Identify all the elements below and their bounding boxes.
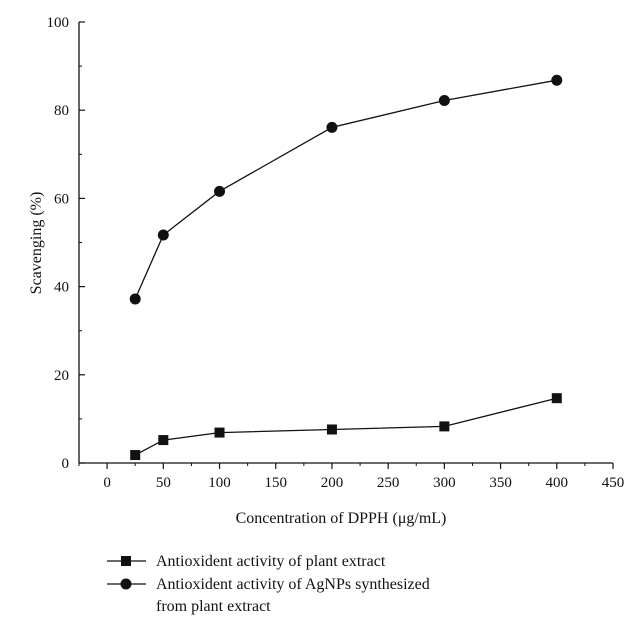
legend-item: Antioxident activity of plant extract <box>107 553 386 570</box>
y-tick-label: 60 <box>54 191 69 207</box>
x-tick-label: 200 <box>321 475 344 491</box>
x-tick-label: 50 <box>156 475 171 491</box>
data-point <box>130 450 141 461</box>
square-marker-icon <box>121 556 131 566</box>
x-tick-label: 450 <box>602 475 625 491</box>
y-tick-label: 100 <box>47 15 70 31</box>
x-tick-label: 0 <box>103 475 111 491</box>
legend-item: Antioxident activity of AgNPs synthesize… <box>107 576 430 615</box>
y-axis-title: Scavenging (%) <box>28 192 45 295</box>
x-axis-title: Concentration of DPPH (μg/mL) <box>236 510 447 527</box>
series-line <box>134 79 557 300</box>
data-point <box>129 293 141 305</box>
data-point <box>551 74 563 86</box>
y-ticks: 0 20 40 60 80 100 <box>47 15 85 472</box>
y-tick-label: 20 <box>54 368 69 384</box>
x-tick-label: 350 <box>489 475 512 491</box>
data-point <box>439 421 450 432</box>
data-point <box>551 393 562 404</box>
legend-label: from plant extract <box>156 598 271 615</box>
axes: 0 20 40 60 80 100 0 50 100 150 200 250 300 350 400 450 <box>47 15 625 491</box>
series-2 <box>129 74 563 305</box>
x-tick-label: 150 <box>264 475 287 491</box>
circle-marker-icon <box>120 578 132 590</box>
data-point <box>157 229 169 241</box>
x-tick-label: 250 <box>377 475 400 491</box>
data-point <box>326 424 337 435</box>
data-point <box>214 427 225 438</box>
data-point <box>326 121 338 133</box>
x-tick-label: 300 <box>433 475 456 491</box>
legend: Antioxident activity of plant extract Ant… <box>107 553 430 615</box>
y-tick-label: 0 <box>62 456 70 472</box>
data-point <box>214 185 226 197</box>
y-tick-label: 80 <box>54 103 69 119</box>
series-1 <box>130 393 562 461</box>
legend-label: Antioxident activity of AgNPs synthesize… <box>156 576 430 593</box>
plot-area <box>129 74 563 461</box>
legend-label: Antioxident activity of plant extract <box>156 553 386 570</box>
x-tick-label: 400 <box>546 475 569 491</box>
y-tick-label: 40 <box>54 280 69 296</box>
series-line <box>134 397 557 456</box>
data-point <box>158 435 169 446</box>
x-tick-label: 100 <box>208 475 231 491</box>
x-ticks: 0 50 100 150 200 250 300 350 400 450 <box>78 463 625 491</box>
data-point <box>438 94 450 106</box>
